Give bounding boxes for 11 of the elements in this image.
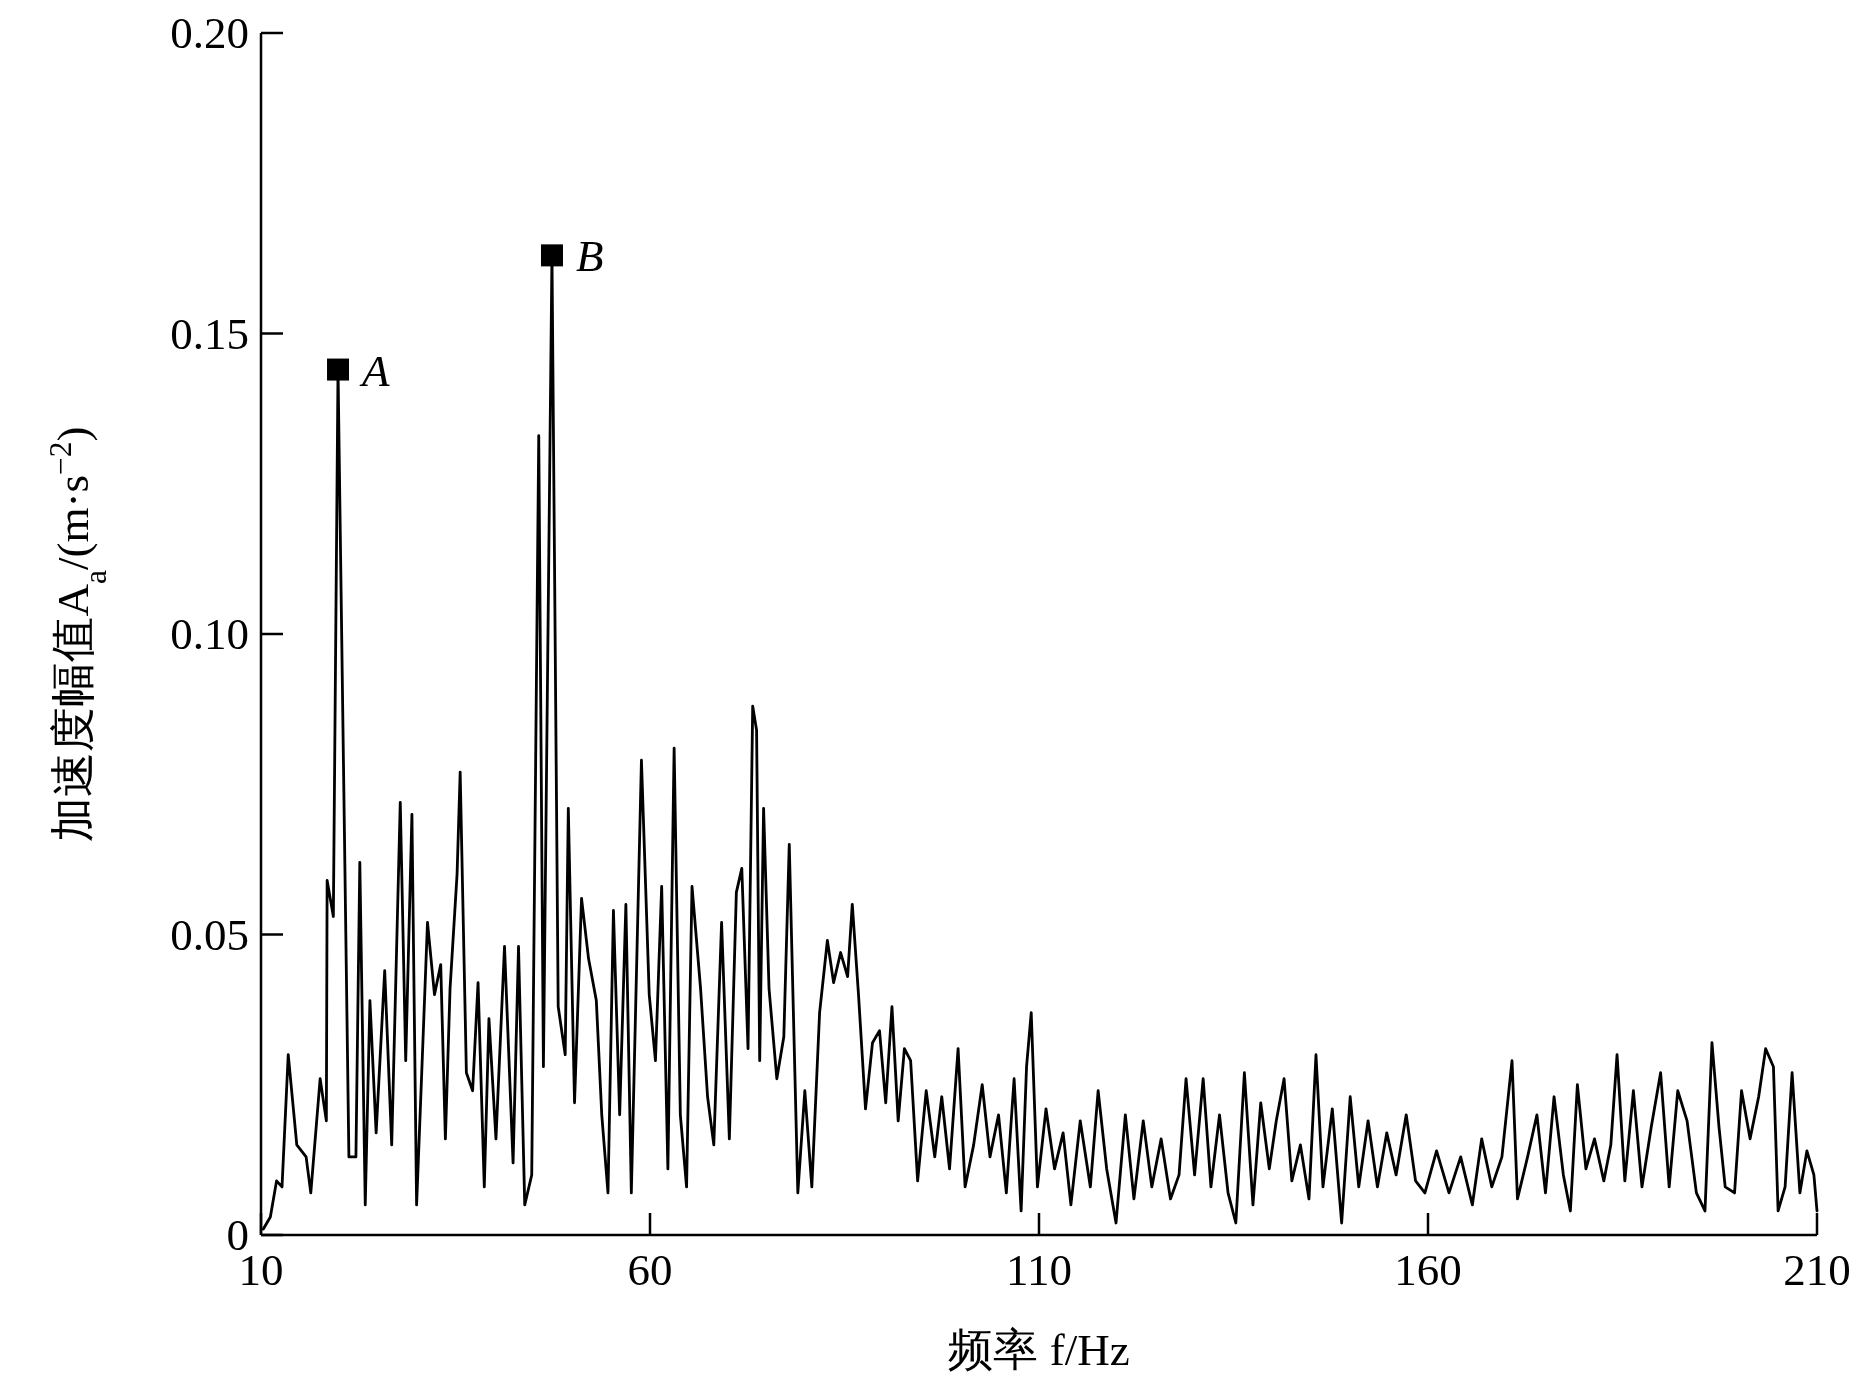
annotation: B — [575, 231, 604, 282]
y-tick-label: 0.05 — [170, 909, 249, 960]
annotation: A — [359, 345, 391, 396]
x-axis-title: 频率 f/Hz — [948, 1325, 1130, 1375]
x-tick-label: 60 — [627, 1245, 673, 1295]
x-tick-label: 160 — [1394, 1245, 1462, 1295]
x-tick-label: 210 — [1783, 1245, 1851, 1295]
y-tick-label: 0.15 — [170, 308, 249, 359]
y-tick-label: 0.20 — [170, 8, 249, 58]
y-tick-label: 0.10 — [170, 609, 249, 659]
x-tick-label: 110 — [1006, 1245, 1072, 1295]
